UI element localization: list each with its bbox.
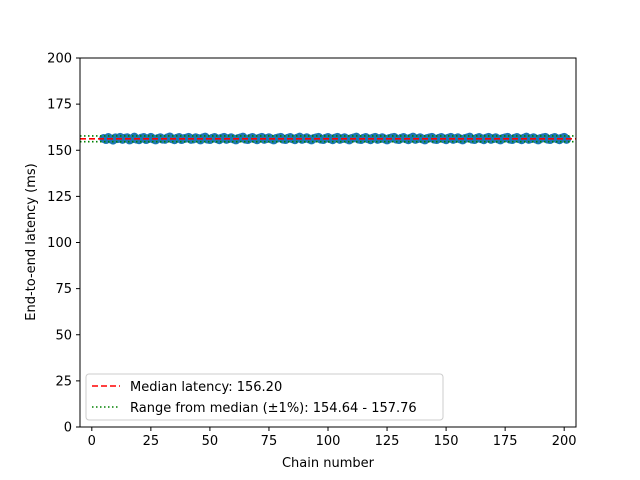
y-tick-label: 50 bbox=[55, 328, 72, 343]
plot-area bbox=[80, 58, 576, 427]
y-tick-label: 75 bbox=[55, 282, 72, 297]
plot-frame bbox=[79, 57, 577, 428]
y-tick-label: 0 bbox=[64, 421, 72, 436]
x-tick-label: 50 bbox=[202, 434, 219, 449]
legend: Median latency: 156.20 Range from median… bbox=[85, 373, 444, 421]
x-tick-label: 175 bbox=[493, 434, 518, 449]
y-tick-label: 200 bbox=[47, 52, 72, 67]
y-tick-label: 150 bbox=[47, 144, 72, 159]
x-tick-label: 200 bbox=[552, 434, 577, 449]
y-axis-title: End-to-end latency (ms) bbox=[24, 163, 39, 320]
y-tick-label: 175 bbox=[47, 98, 72, 113]
x-axis: 0 25 50 75 100 125 150 175 200 bbox=[88, 427, 577, 449]
y-tick-label: 125 bbox=[47, 190, 72, 205]
x-tick-label: 25 bbox=[143, 434, 160, 449]
x-tick-label: 100 bbox=[316, 434, 341, 449]
scatter-points bbox=[99, 132, 572, 145]
y-axis: 0 25 50 75 100 125 150 175 200 bbox=[47, 52, 80, 436]
x-tick-label: 150 bbox=[434, 434, 459, 449]
legend-label-median: Median latency: 156.20 bbox=[130, 380, 282, 395]
legend-box bbox=[85, 373, 444, 421]
x-tick-label: 75 bbox=[261, 434, 278, 449]
x-tick-label: 0 bbox=[88, 434, 96, 449]
reference-lines bbox=[80, 135, 576, 143]
x-tick-label: 125 bbox=[375, 434, 400, 449]
y-tick-label: 25 bbox=[55, 374, 72, 389]
x-axis-title: Chain number bbox=[282, 456, 375, 471]
y-tick-label: 100 bbox=[47, 236, 72, 251]
legend-label-range: Range from median (±1%): 154.64 - 157.76 bbox=[130, 401, 417, 416]
